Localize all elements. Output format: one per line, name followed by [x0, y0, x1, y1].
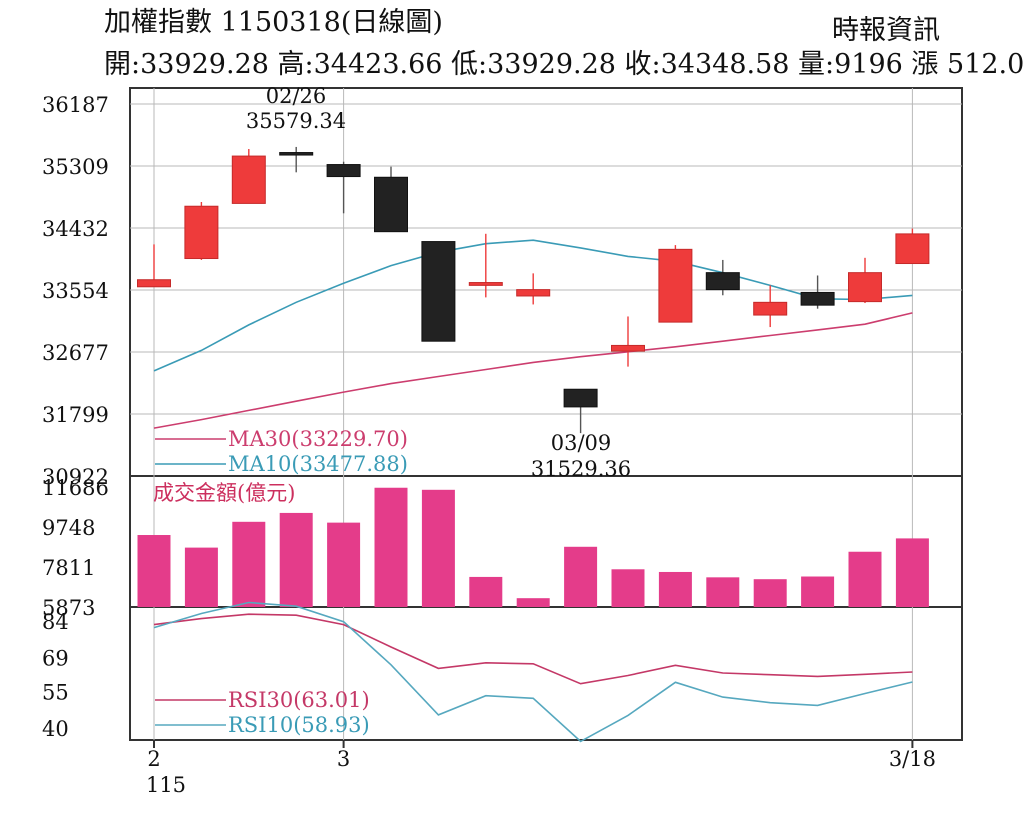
chart-title: 加權指數 1150318(日線圖) [104, 7, 443, 38]
volume-bar [469, 576, 503, 607]
ohlc-summary: 開:33929.28 高:34423.66 低:33929.28 收:34348… [104, 49, 1024, 80]
volume-bar [374, 487, 408, 607]
candle-down [800, 291, 835, 306]
x-tick-sublabel: 115 [146, 773, 186, 797]
candle-down [326, 164, 361, 178]
price-tick-label: 34432 [42, 217, 109, 241]
candle-up [231, 155, 266, 204]
volume-bar [753, 579, 787, 607]
candle-up [848, 272, 882, 303]
candle-up [184, 205, 219, 260]
rsi10-legend: RSI10(58.93) [228, 713, 370, 737]
volume-bar [232, 521, 266, 607]
moving-averages [153, 239, 913, 429]
rsi-tick-label: 84 [42, 610, 69, 634]
ma30-line [153, 312, 913, 429]
high-annotation-date: 02/26 [266, 84, 327, 108]
ma10-legend: MA10(33477.88) [228, 452, 408, 476]
ma30-legend: MA30(33229.70) [228, 427, 408, 451]
candle-down [279, 152, 314, 156]
high-annotation-value: 35579.34 [246, 109, 346, 133]
volume-bar [327, 522, 361, 607]
volume-bar [611, 569, 645, 607]
volume-legend: 成交金額(億元) [153, 481, 295, 505]
price-tick-label: 36187 [42, 93, 109, 117]
volume-bar [279, 512, 313, 607]
candle-up [895, 233, 930, 265]
volume-bars [137, 487, 929, 607]
rsi-tick-label: 40 [42, 717, 69, 741]
rsi30-legend: RSI30(63.01) [228, 688, 370, 712]
volume-bar [848, 551, 882, 607]
price-tick-label: 35309 [42, 155, 109, 179]
volume-tick-label: 9748 [42, 516, 95, 540]
volume-bar [706, 577, 740, 607]
price-tick-label: 31799 [42, 403, 109, 427]
candle-up [658, 248, 693, 323]
candle-down [705, 272, 740, 291]
axis-labels: 36187 35309 34432 33554 32677 31799 3092211686… [42, 93, 936, 797]
candle-down [374, 176, 408, 233]
low-annotation-date: 03/09 [551, 431, 612, 455]
candle-down [563, 388, 598, 408]
low-annotation-value: 31529.36 [531, 457, 631, 481]
ma10-line [153, 239, 913, 372]
volume-bar [564, 546, 598, 607]
x-tick-label: 3/18 [889, 747, 936, 771]
candle-down [421, 241, 456, 342]
volume-bar [137, 535, 171, 607]
candlesticks [137, 146, 930, 434]
volume-bar [516, 598, 550, 607]
volume-bar [895, 538, 929, 607]
rsi30-line [153, 613, 913, 685]
price-tick-label: 32677 [42, 341, 109, 365]
rsi-tick-label: 69 [42, 646, 69, 670]
price-tick-label: 33554 [42, 279, 109, 303]
volume-tick-label: 7811 [42, 556, 95, 580]
volume-bar [658, 571, 692, 607]
candle-up [753, 301, 788, 316]
candle-up [611, 344, 645, 352]
volume-bar [801, 576, 835, 607]
volume-bar [184, 547, 218, 607]
volume-bar [421, 489, 455, 607]
candle-up [137, 279, 171, 288]
x-tick-label: 2 [147, 747, 160, 771]
rsi-lines [153, 601, 913, 743]
volume-tick-label: 11686 [42, 476, 109, 500]
price-tick-label: 30922 [42, 465, 109, 489]
volume-tick-label: 5873 [42, 596, 95, 620]
rsi10-line [153, 601, 913, 743]
x-tick-label: 3 [337, 747, 350, 771]
candle-up [468, 282, 503, 286]
source-label: 時報資訊 [832, 15, 940, 46]
candle-up [516, 289, 551, 297]
grid [130, 88, 962, 740]
rsi-tick-label: 55 [42, 681, 69, 705]
